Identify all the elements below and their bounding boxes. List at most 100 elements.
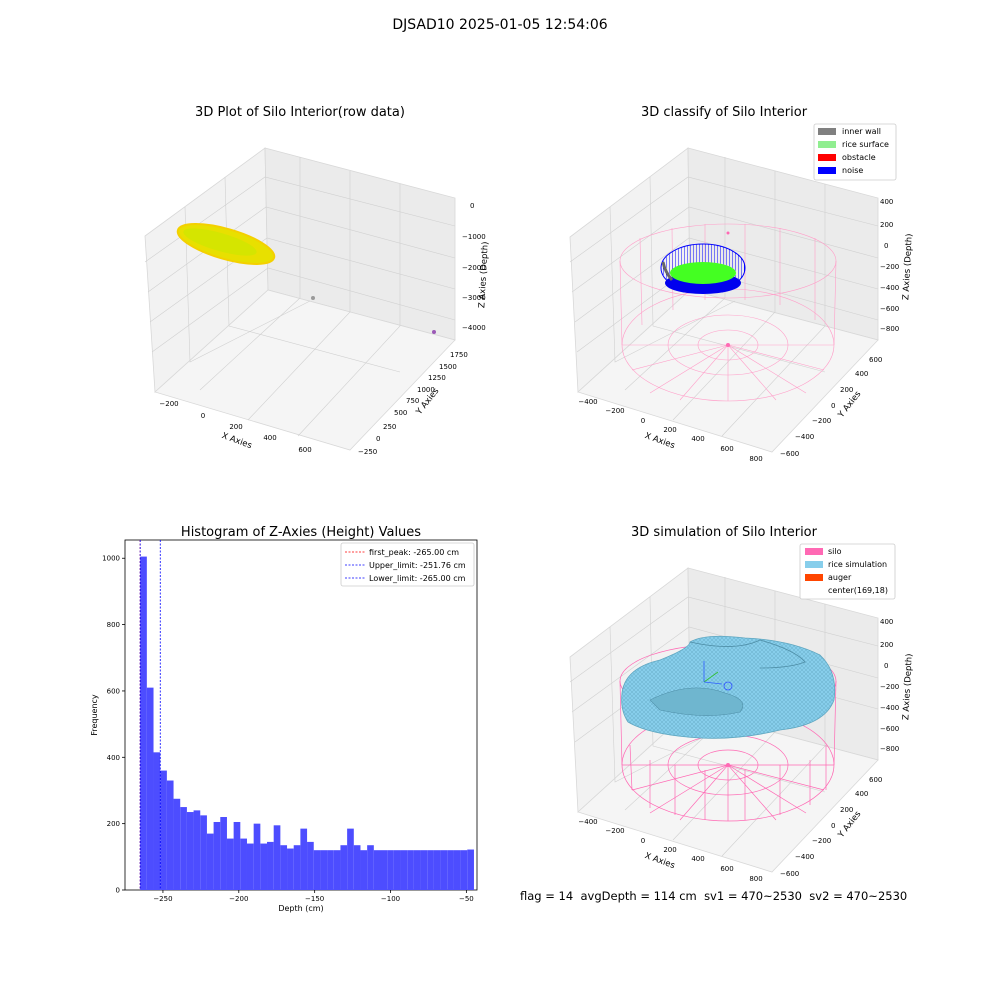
sim-auger-axes xyxy=(703,661,733,691)
legend-center: center(169,18) xyxy=(828,586,888,595)
classify-zlabel: Z Axies (Depth) xyxy=(901,233,914,300)
hist-bar xyxy=(400,850,408,890)
hist-bar xyxy=(166,780,174,890)
hist-bar xyxy=(220,817,227,890)
svg-text:600: 600 xyxy=(869,776,882,784)
sim-xlabel: X Axies xyxy=(643,851,676,871)
raw-pane-floor xyxy=(154,289,456,451)
hist-x-ticks: −250 −200 −150 −100 −50 xyxy=(153,890,474,903)
svg-text:200: 200 xyxy=(663,846,676,854)
status-avg-depth: avgDepth = 114 cm xyxy=(580,889,697,903)
svg-text:200: 200 xyxy=(229,423,242,431)
svg-text:600: 600 xyxy=(298,446,311,454)
svg-text:0: 0 xyxy=(376,435,380,443)
svg-text:−400: −400 xyxy=(578,398,597,406)
classify-top-marker xyxy=(726,231,730,235)
hist-bar xyxy=(200,815,207,890)
svg-text:0: 0 xyxy=(831,822,835,830)
status-sv2: sv2 = 470~2530 xyxy=(809,889,908,903)
svg-text:−600: −600 xyxy=(880,725,899,733)
svg-text:−200: −200 xyxy=(812,417,831,425)
svg-text:400: 400 xyxy=(263,434,276,442)
hist-bar xyxy=(246,843,254,890)
hist-bar xyxy=(440,850,448,890)
hist-bar xyxy=(180,807,187,890)
legend-rice-simulation: rice simulation xyxy=(828,560,887,569)
svg-text:−800: −800 xyxy=(880,745,899,753)
sim-silo-center xyxy=(726,763,730,767)
svg-text:−200: −200 xyxy=(812,837,831,845)
svg-text:−250: −250 xyxy=(358,448,377,456)
sim-rice-ridge xyxy=(689,639,806,669)
hist-bar xyxy=(206,833,214,890)
hist-bar xyxy=(186,812,194,890)
raw-zlabel: Z Axies (Depth) xyxy=(477,241,490,308)
hist-bar xyxy=(267,841,274,890)
hist-y-tick-label: 0 xyxy=(116,887,120,895)
svg-text:600: 600 xyxy=(720,865,733,873)
hist-bar xyxy=(347,828,354,890)
sim-y-ticks: −600 −400 −200 0 200 400 600 xyxy=(780,776,882,878)
svg-text:400: 400 xyxy=(855,790,868,798)
hist-x-tick-label: −100 xyxy=(381,895,400,903)
hist-title: Histogram of Z-Axies (Height) Values xyxy=(181,525,421,540)
legend-swatch-auger xyxy=(805,574,823,581)
hist-bar xyxy=(146,687,154,890)
hist-bar xyxy=(340,845,348,890)
svg-text:−800: −800 xyxy=(880,325,899,333)
svg-text:800: 800 xyxy=(749,875,762,883)
panel-histogram: Histogram of Z-Axies (Height) Values −25… xyxy=(90,525,478,913)
panel-classify-title: 3D classify of Silo Interior xyxy=(641,105,808,120)
panel-simulation-title: 3D simulation of Silo Interior xyxy=(631,525,818,540)
status-line: flag = 14 avgDepth = 114 cm sv1 = 470~25… xyxy=(520,889,907,903)
svg-text:−3000: −3000 xyxy=(462,294,486,302)
hist-bar xyxy=(407,850,414,890)
sim-z-ticks: 400 200 0 −200 −400 −600 −800 xyxy=(880,618,899,753)
svg-text:400: 400 xyxy=(880,618,893,626)
panel-classify-3d: 3D classify of Silo Interior xyxy=(569,105,915,463)
hist-reference-lines xyxy=(139,540,161,890)
svg-text:−400: −400 xyxy=(578,818,597,826)
classify-silo-center xyxy=(726,343,730,347)
hist-bar xyxy=(240,838,247,890)
hist-bar xyxy=(387,850,394,890)
svg-text:0: 0 xyxy=(201,412,205,420)
svg-text:0: 0 xyxy=(884,662,888,670)
legend-auger: auger xyxy=(828,573,852,582)
svg-text:1500: 1500 xyxy=(439,363,457,371)
hist-bar xyxy=(413,850,421,890)
svg-text:0: 0 xyxy=(641,417,645,425)
hist-x-tick-label: −150 xyxy=(305,895,324,903)
svg-text:600: 600 xyxy=(869,356,882,364)
svg-text:500: 500 xyxy=(394,409,407,417)
legend-swatch-noise xyxy=(818,167,836,174)
svg-text:−200: −200 xyxy=(159,400,178,408)
hist-bar xyxy=(433,850,441,890)
panel-simulation-3d: 3D simulation of Silo Interior xyxy=(569,525,915,883)
hist-bar xyxy=(280,845,288,890)
svg-text:−4000: −4000 xyxy=(462,324,486,332)
raw-grid xyxy=(144,157,456,437)
hist-bar xyxy=(360,850,368,890)
legend-upper-limit: Upper_limit: -251.76 cm xyxy=(369,561,466,570)
svg-text:400: 400 xyxy=(691,855,704,863)
svg-text:−600: −600 xyxy=(880,305,899,313)
hist-bars xyxy=(140,556,474,890)
hist-y-tick-label: 400 xyxy=(107,754,120,762)
svg-text:400: 400 xyxy=(691,435,704,443)
hist-bar xyxy=(380,850,388,890)
raw-y-ticks: −250 0 250 500 750 1000 1250 1500 1750 xyxy=(358,351,468,456)
hist-bar xyxy=(367,845,374,890)
svg-text:−400: −400 xyxy=(880,704,899,712)
svg-text:−400: −400 xyxy=(795,433,814,441)
svg-text:200: 200 xyxy=(880,641,893,649)
hist-bar xyxy=(233,821,241,890)
hist-bar xyxy=(213,821,221,890)
classify-legend: inner wall rice surface obstacle noise xyxy=(813,123,897,181)
svg-text:1250: 1250 xyxy=(428,374,446,382)
legend-silo: silo xyxy=(828,547,842,556)
svg-text:−200: −200 xyxy=(880,683,899,691)
svg-text:200: 200 xyxy=(880,221,893,229)
hist-bar xyxy=(226,838,234,890)
svg-text:−400: −400 xyxy=(880,284,899,292)
